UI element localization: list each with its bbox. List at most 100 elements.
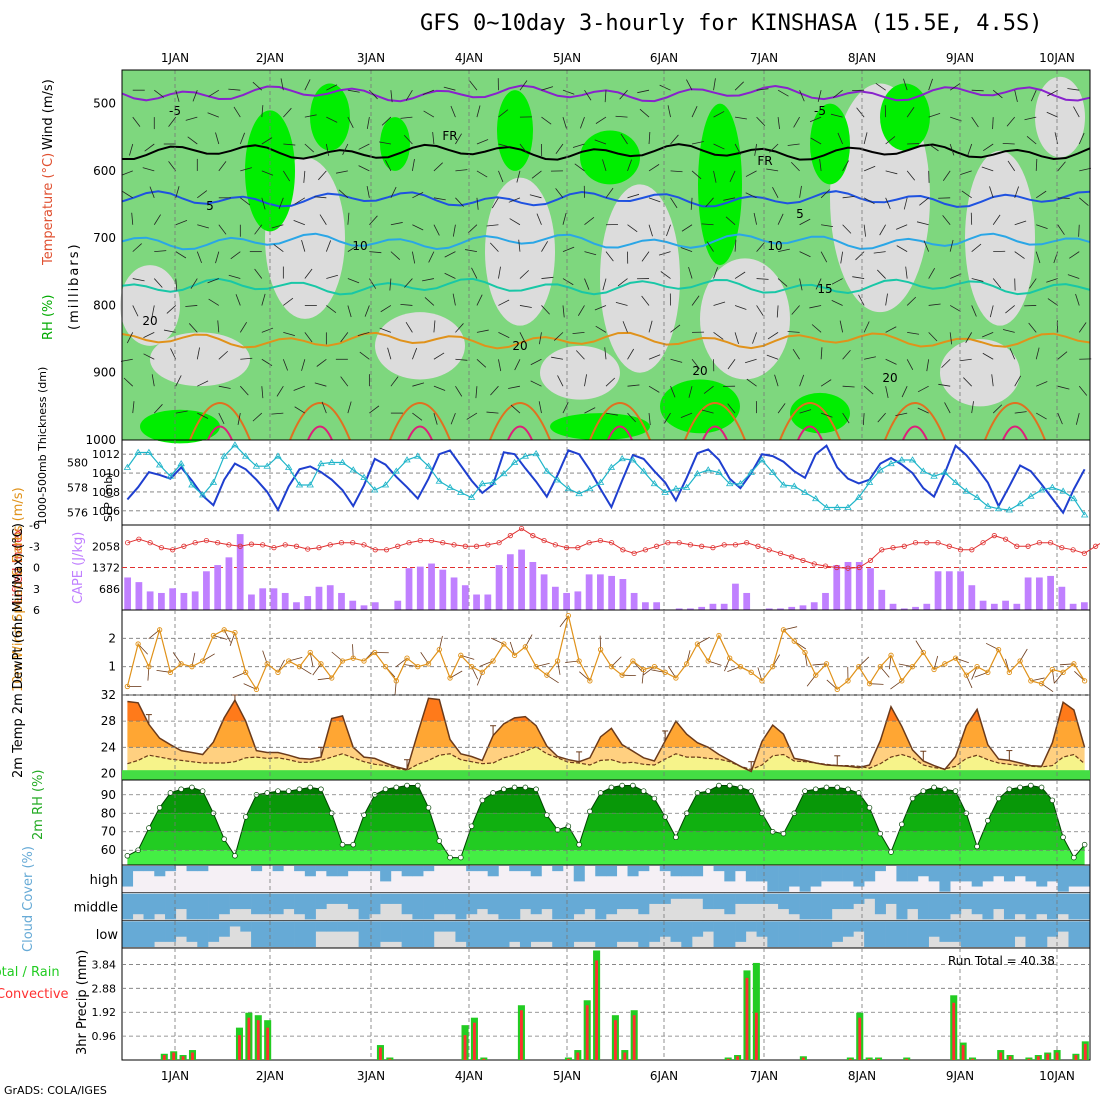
rh-wet-patch-3 <box>497 90 533 171</box>
rh-band-1 <box>127 831 1085 851</box>
cloud-middle-bar-34 <box>487 893 499 915</box>
cloud-high-bar-44 <box>595 866 607 877</box>
cape-bar-27 <box>428 563 435 610</box>
rh-dry-patch-1 <box>150 332 250 387</box>
wind10m-point-24 <box>382 664 389 670</box>
thickness-point-13 <box>263 462 271 469</box>
wind-barb-183 <box>197 190 208 199</box>
cape-bar-74 <box>957 571 964 610</box>
wind-barb-327 <box>389 278 392 291</box>
wind-barb-495 <box>123 377 134 387</box>
rh-point-65 <box>823 784 830 791</box>
wind-barb-364 <box>208 298 220 306</box>
rh-point-28 <box>425 804 432 811</box>
temp-band-2 <box>127 698 1085 722</box>
wind-barb-31 <box>799 90 805 102</box>
wind-barb-65 <box>562 116 567 129</box>
cloud-middle-bar-3 <box>154 893 166 915</box>
thickness-point-21 <box>349 466 357 473</box>
wind10m-point-50 <box>662 669 668 675</box>
li-point-16 <box>305 546 311 552</box>
wind-barb-480 <box>766 354 779 360</box>
wind-barb-279 <box>325 240 332 252</box>
thickness-point-65 <box>822 503 831 510</box>
cloud-high-bar-34 <box>487 866 499 877</box>
rh-point-57 <box>737 784 744 791</box>
chart-title: GFS 0~10day 3-hourly for KINSHASA (15.5E… <box>420 11 1043 36</box>
wind-barb-194 <box>433 197 446 201</box>
temp2m-label: 2m Temp 2m DewPt (6hr Min/Max) (°C) <box>11 523 26 778</box>
cloud-low-bar-0 <box>122 921 134 947</box>
wind10m-point-29 <box>436 647 442 653</box>
wind-barb-465 <box>455 358 468 361</box>
wind10m-point-15 <box>286 658 292 664</box>
wind-barb-26 <box>686 79 693 91</box>
cape-bar-47 <box>653 602 661 610</box>
cloud-high-bar-51 <box>670 866 682 877</box>
wind-barb-332 <box>498 266 501 279</box>
wind-barb-77 <box>809 116 822 123</box>
wind-barb-290 <box>562 246 575 253</box>
cloud-low-bar-17 <box>304 921 316 947</box>
cape-bar-20 <box>349 600 357 610</box>
wind-barb-157 <box>602 159 607 172</box>
wind-barb-503 <box>293 385 305 391</box>
wind-barb-535 <box>991 374 994 387</box>
wind-barb-324 <box>326 274 339 279</box>
thickness-point-50 <box>661 488 669 495</box>
cloud-middle-bar-1 <box>132 893 144 915</box>
li-point-60 <box>800 557 806 564</box>
wind-barb-328 <box>404 278 413 288</box>
wind-barb-265 <box>992 214 1001 225</box>
wind-barb-346 <box>799 278 803 291</box>
cloud-high-bar-27 <box>412 866 424 877</box>
wind-barb-1 <box>154 89 165 98</box>
wind-barb-38 <box>949 83 961 91</box>
cloud-middle-bar-24 <box>380 893 392 904</box>
precip-conv-bar-94 <box>1008 1056 1012 1060</box>
wind-barb-130 <box>983 143 994 152</box>
wind-barb-212 <box>820 189 831 199</box>
wind10m-point-68 <box>856 664 862 670</box>
wind-barb-484 <box>864 356 876 360</box>
wind-barb-51 <box>261 105 264 118</box>
wind-barb-425 <box>553 332 564 341</box>
thickness-point-25 <box>392 467 400 474</box>
wind-barb-501 <box>261 386 264 399</box>
cloud-low-bar-15 <box>283 921 295 947</box>
wind-barb-52 <box>283 107 292 118</box>
rh-point-14 <box>275 788 281 794</box>
wind-barb-377 <box>498 299 510 306</box>
cloud-low-bar-82 <box>1003 921 1016 947</box>
wind-barb-335 <box>562 278 574 286</box>
cloud-middle-bar-45 <box>606 893 618 915</box>
cloud-high-bar-0 <box>122 866 134 887</box>
li-point-11 <box>248 541 255 547</box>
li-point-22 <box>372 547 378 553</box>
wind-barb-353 <box>950 273 962 279</box>
wind10m-point-49 <box>651 664 658 670</box>
cape-bar-39 <box>563 592 570 610</box>
rh-point-85 <box>1038 784 1045 791</box>
wind-barb-436 <box>787 331 800 333</box>
rh-point-80 <box>985 817 991 824</box>
cloud-middle-bar-50 <box>659 893 671 904</box>
cloud-low-bar-39 <box>541 921 553 942</box>
thickness-point-4 <box>166 472 175 479</box>
wind-barb-252 <box>701 223 714 226</box>
cloud-middle-bar-39 <box>541 893 553 910</box>
top-day-label-8: 9JAN <box>946 51 974 65</box>
wind-barb-398 <box>949 305 961 312</box>
wind-barb-36 <box>903 78 908 91</box>
rh-point-2 <box>146 825 152 831</box>
wind-barb-382 <box>594 305 607 311</box>
wind-barb-561 <box>584 407 596 414</box>
cloud-low-bar-72 <box>896 921 908 947</box>
cloud-low-bar-32 <box>466 921 478 947</box>
wind-barb-177 <box>1035 158 1038 171</box>
rh-point-88 <box>1071 854 1077 861</box>
wind-barb-292 <box>605 251 614 262</box>
isotherm-label-3: 5 <box>206 199 214 213</box>
precip-conv-bar-47 <box>566 1058 570 1060</box>
cape-bar-8 <box>214 565 222 610</box>
